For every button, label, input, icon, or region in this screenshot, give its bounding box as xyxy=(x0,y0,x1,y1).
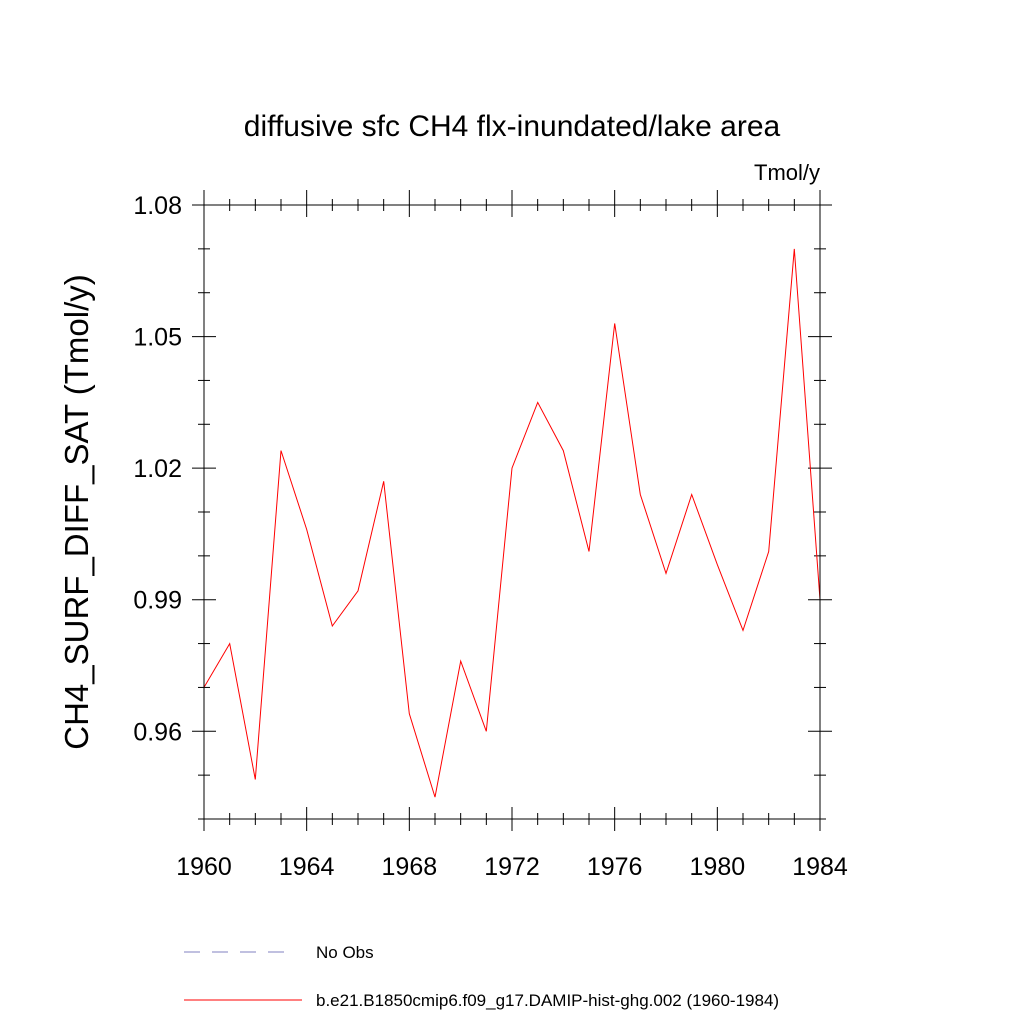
legend-label-no-obs: No Obs xyxy=(316,943,374,962)
y-tick-labels: 0.96 0.99 1.02 1.05 1.08 xyxy=(133,192,182,746)
minor-ticks xyxy=(198,199,826,825)
y-axis-label: CH4_SURF_DIFF_SAT (Tmol/y) xyxy=(58,274,95,750)
legend: No Obs b.e21.B1850cmip6.f09_g17.DAMIP-hi… xyxy=(184,943,779,1010)
x-tick-label: 1968 xyxy=(382,853,438,881)
x-tick-label: 1976 xyxy=(587,853,643,881)
y-tick-label: 1.05 xyxy=(133,324,182,352)
units-label: Tmol/y xyxy=(754,160,820,185)
y-tick-label: 1.08 xyxy=(133,192,182,220)
x-tick-label: 1964 xyxy=(279,853,335,881)
series-line xyxy=(203,248,821,798)
x-tick-label: 1960 xyxy=(176,853,232,881)
data-series xyxy=(203,248,821,798)
x-tick-label: 1984 xyxy=(792,853,848,881)
y-tick-label: 0.99 xyxy=(133,587,182,615)
y-tick-label: 0.96 xyxy=(133,718,182,746)
x-tick-label: 1972 xyxy=(484,853,540,881)
x-tick-labels: 1960 1964 1968 1972 1976 1980 1984 xyxy=(176,853,848,881)
plot-frame xyxy=(203,204,821,820)
legend-label-model-run: b.e21.B1850cmip6.f09_g17.DAMIP-hist-ghg.… xyxy=(316,991,779,1010)
major-ticks xyxy=(192,190,832,831)
x-tick-label: 1980 xyxy=(690,853,746,881)
chart-title: diffusive sfc CH4 flx-inundated/lake are… xyxy=(244,110,781,143)
y-tick-label: 1.02 xyxy=(133,455,182,483)
